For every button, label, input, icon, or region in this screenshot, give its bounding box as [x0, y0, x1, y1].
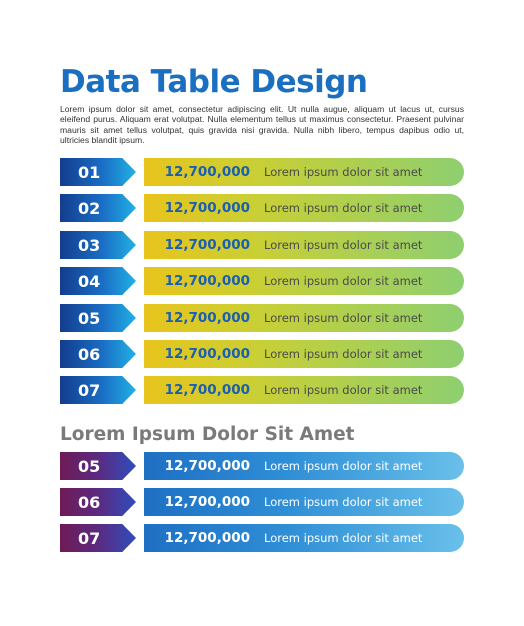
row-number-badge: 03	[60, 231, 136, 259]
table-row: 04 12,700,000 Lorem ipsum dolor sit amet	[60, 267, 464, 295]
row-value: 12,700,000	[164, 382, 250, 398]
row-bar: 12,700,000 Lorem ipsum dolor sit amet	[144, 488, 464, 516]
row-number-badge: 06	[60, 488, 136, 516]
table-row: 03 12,700,000 Lorem ipsum dolor sit amet	[60, 231, 464, 259]
row-description: Lorem ipsum dolor sit amet	[264, 347, 423, 361]
row-value: 12,700,000	[164, 200, 250, 216]
row-value: 12,700,000	[164, 494, 250, 510]
row-value: 12,700,000	[164, 164, 250, 180]
row-number-badge: 04	[60, 267, 136, 295]
row-description: Lorem ipsum dolor sit amet	[264, 165, 423, 179]
row-value: 12,700,000	[164, 237, 250, 253]
table-row: 07 12,700,000 Lorem ipsum dolor sit amet	[60, 524, 464, 552]
row-bar: 12,700,000 Lorem ipsum dolor sit amet	[144, 231, 464, 259]
row-number-badge: 05	[60, 452, 136, 480]
row-value: 12,700,000	[164, 346, 250, 362]
row-description: Lorem ipsum dolor sit amet	[264, 495, 423, 509]
table-row: 06 12,700,000 Lorem ipsum dolor sit amet	[60, 488, 464, 516]
row-bar: 12,700,000 Lorem ipsum dolor sit amet	[144, 304, 464, 332]
section-title: Lorem Ipsum Dolor Sit Amet	[60, 424, 355, 445]
row-description: Lorem ipsum dolor sit amet	[264, 383, 423, 397]
row-number-badge: 06	[60, 340, 136, 368]
row-value: 12,700,000	[164, 310, 250, 326]
table-row: 05 12,700,000 Lorem ipsum dolor sit amet	[60, 452, 464, 480]
row-bar: 12,700,000 Lorem ipsum dolor sit amet	[144, 158, 464, 186]
row-bar: 12,700,000 Lorem ipsum dolor sit amet	[144, 267, 464, 295]
row-number-badge: 07	[60, 376, 136, 404]
row-bar: 12,700,000 Lorem ipsum dolor sit amet	[144, 376, 464, 404]
row-bar: 12,700,000 Lorem ipsum dolor sit amet	[144, 524, 464, 552]
table-row: 01 12,700,000 Lorem ipsum dolor sit amet	[60, 158, 464, 186]
table-row: 06 12,700,000 Lorem ipsum dolor sit amet	[60, 340, 464, 368]
row-value: 12,700,000	[164, 273, 250, 289]
row-description: Lorem ipsum dolor sit amet	[264, 238, 423, 252]
row-number-badge: 01	[60, 158, 136, 186]
row-description: Lorem ipsum dolor sit amet	[264, 459, 423, 473]
row-value: 12,700,000	[164, 530, 250, 546]
row-bar: 12,700,000 Lorem ipsum dolor sit amet	[144, 194, 464, 222]
row-number-badge: 05	[60, 304, 136, 332]
table-row: 02 12,700,000 Lorem ipsum dolor sit amet	[60, 194, 464, 222]
row-bar: 12,700,000 Lorem ipsum dolor sit amet	[144, 340, 464, 368]
row-bar: 12,700,000 Lorem ipsum dolor sit amet	[144, 452, 464, 480]
table-row: 07 12,700,000 Lorem ipsum dolor sit amet	[60, 376, 464, 404]
row-description: Lorem ipsum dolor sit amet	[264, 531, 423, 545]
row-description: Lorem ipsum dolor sit amet	[264, 274, 423, 288]
row-number-badge: 02	[60, 194, 136, 222]
page-title: Data Table Design	[60, 64, 368, 100]
row-description: Lorem ipsum dolor sit amet	[264, 311, 423, 325]
row-value: 12,700,000	[164, 458, 250, 474]
intro-paragraph: Lorem ipsum dolor sit amet, consectetur …	[60, 104, 464, 146]
row-number-badge: 07	[60, 524, 136, 552]
row-description: Lorem ipsum dolor sit amet	[264, 201, 423, 215]
table-row: 05 12,700,000 Lorem ipsum dolor sit amet	[60, 304, 464, 332]
